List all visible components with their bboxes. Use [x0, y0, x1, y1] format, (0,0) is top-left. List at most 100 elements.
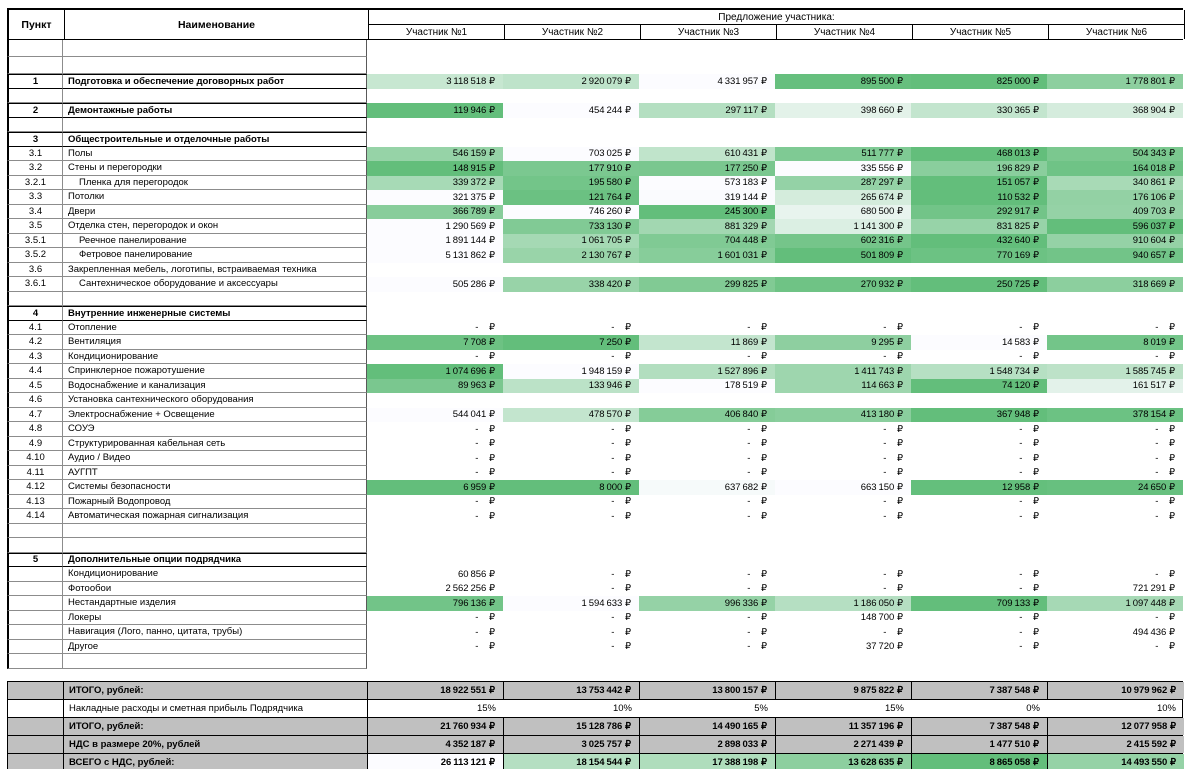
value-cell-participant-3[interactable]: - ₽ [747, 612, 767, 624]
value-cell-participant-3[interactable]: - ₽ [747, 438, 767, 450]
item-label-cell[interactable]: Фотообои [63, 581, 367, 596]
item-label-cell[interactable]: Реечное панелирование [63, 233, 367, 248]
total-value-cell-participant-4[interactable]: 2 271 439 ₽ [776, 736, 912, 754]
value-cell-participant-5[interactable]: 12 958 ₽ [911, 480, 1047, 495]
value-cell-participant-6[interactable]: - ₽ [1155, 496, 1175, 508]
item-number-cell[interactable]: 3.3 [7, 190, 63, 205]
value-cell-participant-6[interactable]: 494 436 ₽ [1132, 626, 1175, 638]
value-cell-participant-3[interactable]: 1 601 031 ₽ [639, 248, 775, 263]
item-number-cell[interactable] [7, 596, 63, 611]
value-cell-participant-4[interactable]: - ₽ [883, 423, 903, 435]
total-value-cell-participant-2[interactable]: 18 154 544 ₽ [504, 754, 640, 769]
value-cell-participant-2[interactable]: 733 130 ₽ [503, 219, 639, 234]
value-cell-participant-2[interactable]: - ₽ [611, 626, 631, 638]
item-number-cell[interactable]: 4.5 [7, 378, 63, 393]
value-cell-participant-2[interactable]: - ₽ [611, 612, 631, 624]
value-cell-participant-2[interactable]: 746 260 ₽ [503, 204, 639, 219]
value-cell-participant-6[interactable]: 8 019 ₽ [1047, 335, 1183, 350]
value-cell-participant-5[interactable]: - ₽ [1019, 568, 1039, 580]
value-cell-participant-5[interactable]: 250 725 ₽ [911, 277, 1047, 292]
item-label-cell[interactable]: Стены и перегородки [63, 161, 367, 176]
value-cell-participant-6[interactable]: 1 097 448 ₽ [1047, 596, 1183, 611]
item-label-cell[interactable]: АУГПТ [63, 465, 367, 480]
item-label-cell[interactable]: Потолки [63, 190, 367, 205]
item-label-cell[interactable]: Электроснабжение + Освещение [63, 407, 367, 422]
value-cell-participant-3[interactable]: 319 144 ₽ [639, 190, 775, 205]
value-cell-participant-2[interactable]: - ₽ [611, 568, 631, 580]
value-cell-participant-2[interactable]: - ₽ [611, 423, 631, 435]
participant-header[interactable]: Участник №3 [641, 25, 777, 39]
value-cell-participant-6[interactable]: - ₽ [1155, 423, 1175, 435]
group-header-proposals[interactable]: Предложение участника: [369, 10, 1185, 25]
value-cell-participant-4[interactable]: 265 674 ₽ [775, 190, 911, 205]
value-cell-participant-6[interactable]: 24 650 ₽ [1047, 480, 1183, 495]
value-cell-participant-1[interactable]: 546 159 ₽ [367, 146, 503, 161]
value-cell-participant-4[interactable]: 413 180 ₽ [775, 407, 911, 422]
value-cell-participant-5[interactable]: - ₽ [1019, 583, 1039, 595]
value-cell-participant-1[interactable]: - ₽ [475, 612, 495, 624]
value-cell-participant-6[interactable]: - ₽ [1155, 467, 1175, 479]
value-cell-participant-5[interactable]: 825 000 ₽ [911, 74, 1047, 89]
value-cell-participant-1[interactable]: 2 562 256 ₽ [445, 583, 495, 595]
total-label-cell[interactable]: НДС в размере 20%, рублей [64, 736, 368, 754]
value-cell-participant-3[interactable]: - ₽ [747, 510, 767, 522]
item-label-cell[interactable]: Сантехническое оборудование и аксессуары [63, 277, 367, 292]
value-cell-participant-5[interactable]: - ₽ [1019, 641, 1039, 653]
participant-header[interactable]: Участник №4 [777, 25, 913, 39]
item-number-cell[interactable]: 3.2 [7, 161, 63, 176]
value-cell-participant-5[interactable]: - ₽ [1019, 438, 1039, 450]
value-cell-participant-3[interactable]: 178 519 ₽ [639, 378, 775, 393]
value-cell-participant-3[interactable]: 610 431 ₽ [639, 146, 775, 161]
total-value-cell-participant-5[interactable]: 7 387 548 ₽ [912, 681, 1048, 699]
value-cell-participant-1[interactable]: - ₽ [475, 322, 495, 334]
total-label-cell[interactable]: ИТОГО, рублей: [64, 681, 368, 699]
value-cell-participant-4[interactable]: 270 932 ₽ [775, 277, 911, 292]
item-label-cell[interactable]: Установка сантехнического оборудования [63, 393, 367, 408]
value-cell-participant-3[interactable]: - ₽ [747, 351, 767, 363]
value-cell-participant-1[interactable]: 3 118 518 ₽ [367, 74, 503, 89]
item-label-cell[interactable]: Фетровое панелирование [63, 248, 367, 263]
value-cell-participant-5[interactable]: - ₽ [1019, 322, 1039, 334]
item-label-cell[interactable]: Автоматическая пожарная сигнализация [63, 509, 367, 524]
value-cell-participant-1[interactable]: 7 708 ₽ [367, 335, 503, 350]
value-cell-participant-3[interactable]: 245 300 ₽ [639, 204, 775, 219]
value-cell-participant-4[interactable]: - ₽ [883, 568, 903, 580]
total-number-cell[interactable] [8, 754, 64, 769]
item-number-cell[interactable]: 3.6 [7, 262, 63, 277]
value-cell-participant-2[interactable]: 478 570 ₽ [503, 407, 639, 422]
item-label-cell[interactable]: Кондиционирование [63, 349, 367, 364]
value-cell-participant-2[interactable]: - ₽ [611, 322, 631, 334]
value-cell-participant-2[interactable]: - ₽ [611, 496, 631, 508]
value-cell-participant-4[interactable]: 680 500 ₽ [775, 204, 911, 219]
value-cell-participant-4[interactable]: 37 720 ₽ [865, 641, 903, 653]
value-cell-participant-1[interactable]: 796 136 ₽ [367, 596, 503, 611]
item-number-cell[interactable]: 4.10 [7, 451, 63, 466]
value-cell-participant-6[interactable]: 176 106 ₽ [1047, 190, 1183, 205]
item-number-cell[interactable]: 4.4 [7, 364, 63, 379]
item-number-cell[interactable]: 2 [7, 103, 63, 118]
column-header-name[interactable]: Наименование [65, 10, 369, 39]
value-cell-participant-6[interactable]: 164 018 ₽ [1047, 161, 1183, 176]
value-cell-participant-3[interactable]: 573 183 ₽ [639, 175, 775, 190]
item-label-cell[interactable]: Навигация (Лого, панно, цитата, трубы) [63, 625, 367, 640]
value-cell-participant-5[interactable]: - ₽ [1019, 452, 1039, 464]
total-value-cell-participant-1[interactable]: 18 922 551 ₽ [368, 681, 504, 699]
value-cell-participant-1[interactable]: 60 856 ₽ [457, 568, 495, 580]
item-label-cell[interactable]: Подготовка и обеспечение договорных рабо… [63, 74, 367, 89]
value-cell-participant-2[interactable]: - ₽ [611, 467, 631, 479]
item-label-cell[interactable]: Двери [63, 204, 367, 219]
value-cell-participant-5[interactable]: - ₽ [1019, 496, 1039, 508]
value-cell-participant-3[interactable]: - ₽ [747, 452, 767, 464]
item-number-cell[interactable]: 3.1 [7, 146, 63, 161]
value-cell-participant-6[interactable]: - ₽ [1155, 568, 1175, 580]
value-cell-participant-5[interactable]: 74 120 ₽ [911, 378, 1047, 393]
value-cell-participant-6[interactable]: - ₽ [1155, 452, 1175, 464]
value-cell-participant-4[interactable]: 602 316 ₽ [775, 233, 911, 248]
total-value-cell-participant-6[interactable]: 10 979 962 ₽ [1048, 681, 1184, 699]
item-label-cell[interactable]: Вентиляция [63, 335, 367, 350]
value-cell-participant-1[interactable]: - ₽ [475, 641, 495, 653]
value-cell-participant-4[interactable]: - ₽ [883, 583, 903, 595]
total-value-cell-participant-3[interactable]: 2 898 033 ₽ [640, 736, 776, 754]
value-cell-participant-4[interactable]: 398 660 ₽ [775, 103, 911, 118]
value-cell-participant-3[interactable]: 704 448 ₽ [639, 233, 775, 248]
